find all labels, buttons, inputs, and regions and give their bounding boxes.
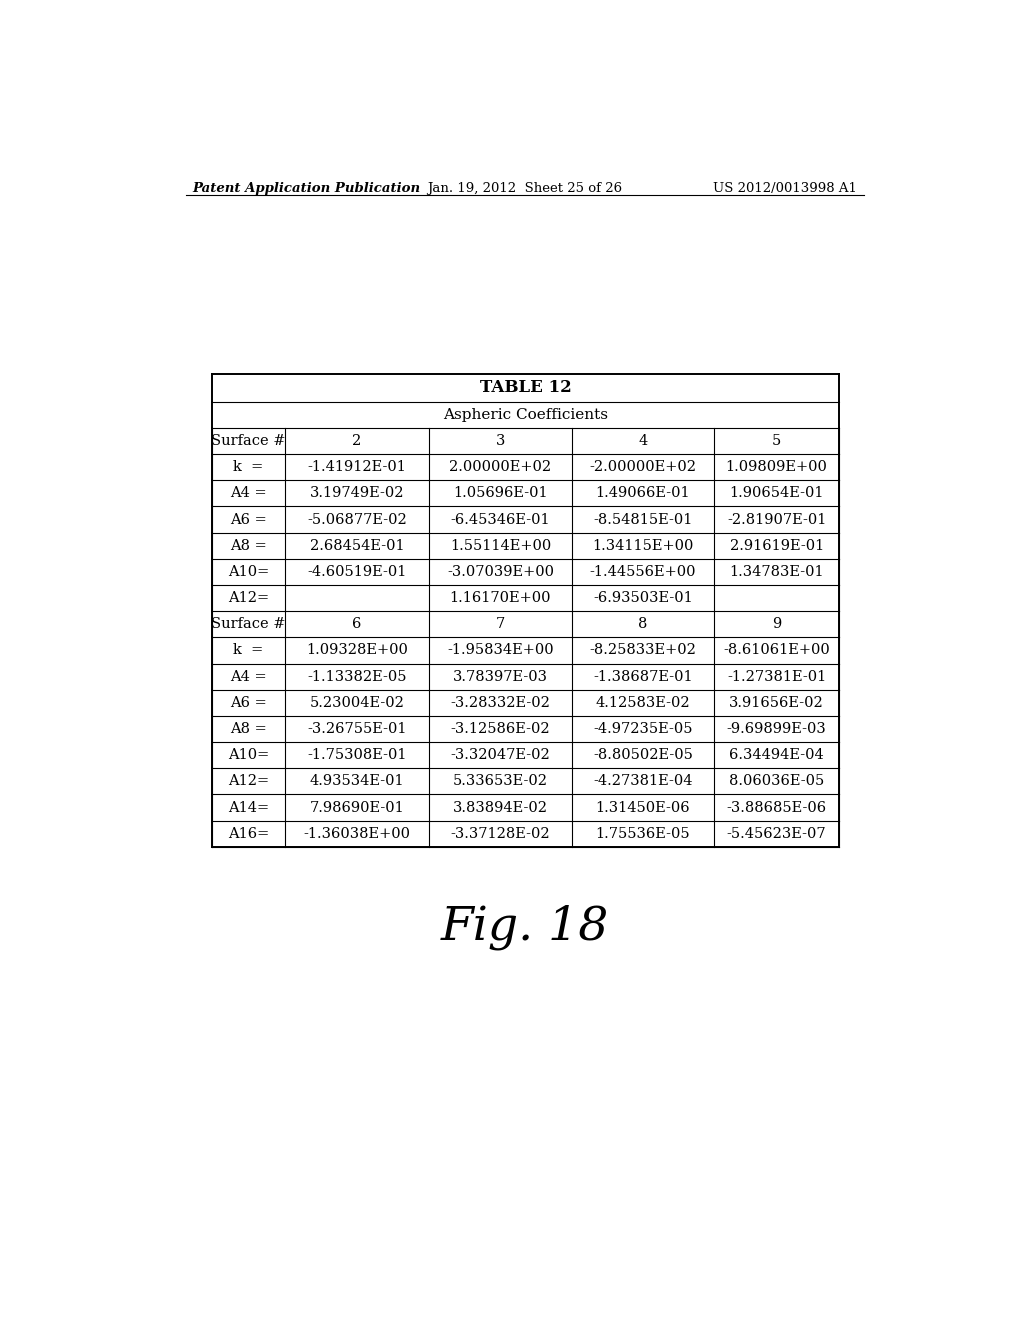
Text: 7: 7 [496,618,505,631]
Text: 1.09809E+00: 1.09809E+00 [726,461,827,474]
Text: 1.34783E-01: 1.34783E-01 [729,565,824,579]
Text: A12=: A12= [228,591,269,605]
Text: A10=: A10= [228,565,269,579]
Text: 6: 6 [352,618,361,631]
Text: 7.98690E-01: 7.98690E-01 [309,800,404,814]
Text: A8 =: A8 = [230,539,267,553]
Text: -6.45346E-01: -6.45346E-01 [451,512,550,527]
Text: 1.49066E-01: 1.49066E-01 [596,486,690,500]
Text: A12=: A12= [228,775,269,788]
Text: -1.27381E-01: -1.27381E-01 [727,669,826,684]
Text: -4.27381E-04: -4.27381E-04 [593,775,693,788]
Text: 2: 2 [352,434,361,447]
Text: 2.00000E+02: 2.00000E+02 [450,461,552,474]
Text: A10=: A10= [228,748,269,762]
Text: 3.19749E-02: 3.19749E-02 [310,486,404,500]
Text: -9.69899E-03: -9.69899E-03 [727,722,826,737]
Text: -1.75308E-01: -1.75308E-01 [307,748,407,762]
Text: k  =: k = [233,461,263,474]
Text: Jan. 19, 2012  Sheet 25 of 26: Jan. 19, 2012 Sheet 25 of 26 [427,182,623,194]
Text: 1.75536E-05: 1.75536E-05 [596,826,690,841]
Text: -5.06877E-02: -5.06877E-02 [307,512,407,527]
Text: 4: 4 [638,434,647,447]
Text: -1.36038E+00: -1.36038E+00 [303,826,411,841]
Text: -2.00000E+02: -2.00000E+02 [590,461,696,474]
Text: 6.34494E-04: 6.34494E-04 [729,748,824,762]
Text: 3.91656E-02: 3.91656E-02 [729,696,824,710]
Text: 5: 5 [772,434,781,447]
Text: 4.93534E-01: 4.93534E-01 [309,775,404,788]
Text: Fig. 18: Fig. 18 [440,904,609,950]
Text: A8 =: A8 = [230,722,267,737]
Text: -8.54815E-01: -8.54815E-01 [593,512,692,527]
Text: 1.55114E+00: 1.55114E+00 [450,539,551,553]
Text: 4.12583E-02: 4.12583E-02 [596,696,690,710]
Text: 1.90654E-01: 1.90654E-01 [729,486,824,500]
Text: 1.34115E+00: 1.34115E+00 [592,539,693,553]
Text: -3.12586E-02: -3.12586E-02 [451,722,550,737]
Text: -4.60519E-01: -4.60519E-01 [307,565,407,579]
Text: 8: 8 [638,618,647,631]
Text: US 2012/0013998 A1: US 2012/0013998 A1 [713,182,856,194]
Text: -3.88685E-06: -3.88685E-06 [727,800,826,814]
Text: 2.68454E-01: 2.68454E-01 [309,539,404,553]
Text: A6 =: A6 = [230,696,267,710]
Text: 1.09328E+00: 1.09328E+00 [306,643,408,657]
Text: -3.37128E-02: -3.37128E-02 [451,826,550,841]
Text: -8.80502E-05: -8.80502E-05 [593,748,693,762]
Text: -8.61061E+00: -8.61061E+00 [723,643,830,657]
Text: A16=: A16= [228,826,269,841]
Text: -5.45623E-07: -5.45623E-07 [727,826,826,841]
Text: 3.83894E-02: 3.83894E-02 [453,800,548,814]
Text: A4 =: A4 = [230,486,267,500]
Text: A4 =: A4 = [230,669,267,684]
Text: 9: 9 [772,618,781,631]
Text: -3.28332E-02: -3.28332E-02 [451,696,550,710]
Text: A6 =: A6 = [230,512,267,527]
Text: k  =: k = [233,643,263,657]
Text: -1.38687E-01: -1.38687E-01 [593,669,693,684]
Text: -2.81907E-01: -2.81907E-01 [727,512,826,527]
Text: 1.16170E+00: 1.16170E+00 [450,591,551,605]
Text: 3: 3 [496,434,505,447]
Text: -1.95834E+00: -1.95834E+00 [447,643,554,657]
Text: -3.07039E+00: -3.07039E+00 [446,565,554,579]
Text: -1.44556E+00: -1.44556E+00 [590,565,696,579]
Text: -8.25833E+02: -8.25833E+02 [590,643,696,657]
Text: 5.23004E-02: 5.23004E-02 [309,696,404,710]
Text: -1.13382E-05: -1.13382E-05 [307,669,407,684]
Text: TABLE 12: TABLE 12 [479,379,571,396]
Text: 3.78397E-03: 3.78397E-03 [453,669,548,684]
Text: Patent Application Publication: Patent Application Publication [193,182,421,194]
Text: -4.97235E-05: -4.97235E-05 [593,722,693,737]
Text: 5.33653E-02: 5.33653E-02 [453,775,548,788]
Text: 1.31450E-06: 1.31450E-06 [596,800,690,814]
Text: -3.26755E-01: -3.26755E-01 [307,722,407,737]
Text: A14=: A14= [228,800,269,814]
Text: Aspheric Coefficients: Aspheric Coefficients [443,408,608,422]
Text: -3.32047E-02: -3.32047E-02 [451,748,550,762]
Text: -1.41912E-01: -1.41912E-01 [307,461,407,474]
Text: 2.91619E-01: 2.91619E-01 [729,539,823,553]
Text: -6.93503E-01: -6.93503E-01 [593,591,693,605]
Text: 8.06036E-05: 8.06036E-05 [729,775,824,788]
Text: Surface #: Surface # [211,618,286,631]
Text: Surface #: Surface # [211,434,286,447]
Text: 1.05696E-01: 1.05696E-01 [453,486,548,500]
